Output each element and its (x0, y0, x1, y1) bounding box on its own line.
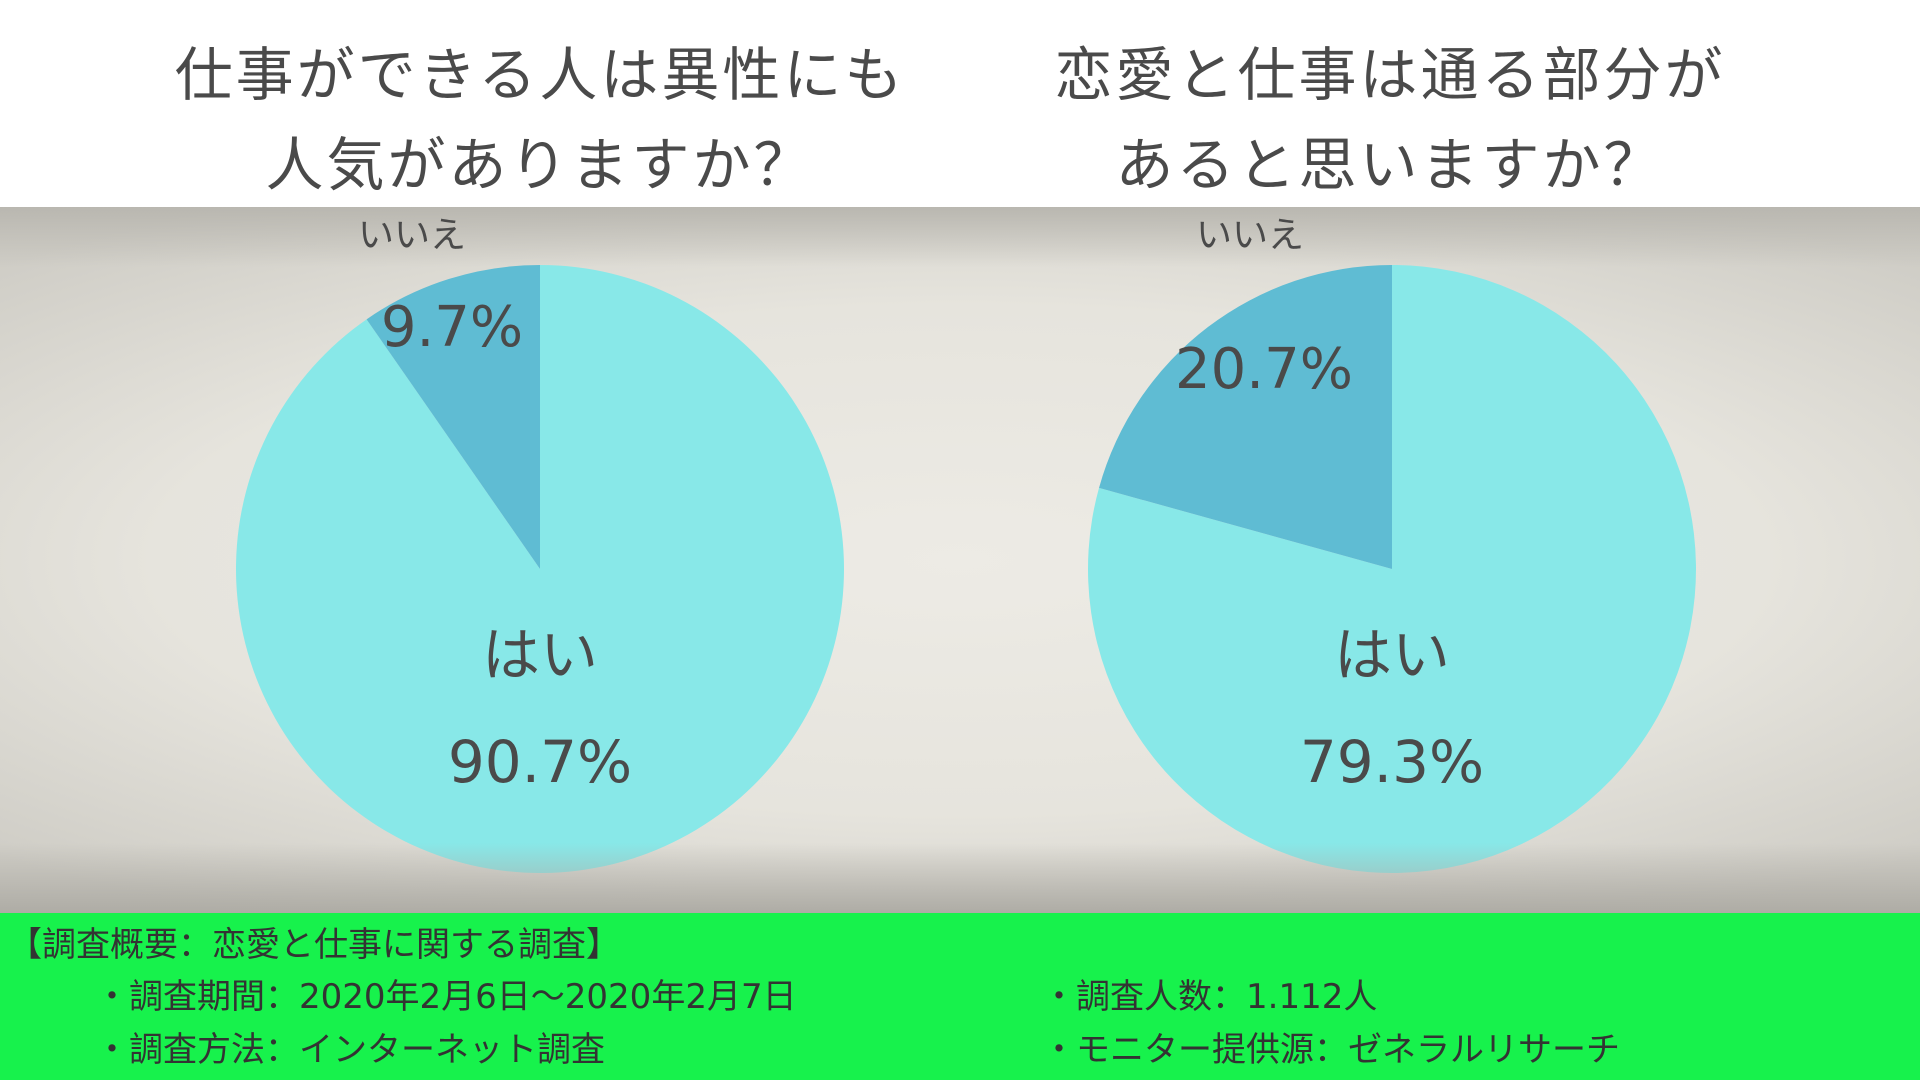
chart-2-title: 恋愛と仕事は通る部分が あると思いますか？ (940, 30, 1840, 210)
pie-2-no-value: 20.7% (1175, 337, 1353, 402)
survey-summary: 【調査概要：恋愛と仕事に関する調査】 ・調査期間：2020年2月6日～2020年… (0, 913, 1920, 1080)
pie-chart-2: いいえ 20.7% はい 79.3% (1088, 215, 1696, 873)
chart-2-title-line-2: あると思いますか？ (1115, 131, 1665, 199)
survey-heading: 【調査概要：恋愛と仕事に関する調査】 (8, 925, 620, 965)
pie-2-no-label: いいえ (1196, 215, 1304, 256)
chart-1-title-line-2: 人気がありますか？ (265, 131, 815, 199)
pie-2-yes-value: 79.3% (1300, 728, 1484, 796)
chart-1-title: 仕事ができる人は異性にも 人気がありますか？ (90, 30, 990, 210)
pie-1-slice-yes (235, 265, 844, 873)
pie-charts: いいえ 9.7% はい 90.7% いいえ 20.7% はい 79.3% (235, 215, 1696, 873)
pie-1-no-label: いいえ (358, 215, 466, 256)
pie-1-yes-value: 90.7% (448, 728, 632, 796)
chart-2-title-line-1: 恋愛と仕事は通る部分が (1054, 41, 1726, 109)
pie-chart-1: いいえ 9.7% はい 90.7% (235, 215, 844, 873)
pie-1-yes-label: はい (482, 621, 598, 689)
pie-1-no-value: 9.7% (381, 295, 523, 360)
survey-provider: ・モニター提供源：ゼネラルリサーチ (1042, 1030, 1620, 1070)
chart-1-title-line-1: 仕事ができる人は異性にも (174, 41, 906, 109)
chart-stage: いいえ 9.7% はい 90.7% いいえ 20.7% はい 79.3% (0, 207, 1920, 913)
pie-2-slice-no (1099, 265, 1392, 569)
survey-method: ・調査方法：インターネット調査 (95, 1030, 605, 1070)
header: 仕事ができる人は異性にも 人気がありますか？ 恋愛と仕事は通る部分が あると思い… (0, 0, 1920, 207)
survey-period: ・調査期間：2020年2月6日～2020年2月7日 (95, 977, 797, 1017)
survey-count: ・調査人数：1.112人 (1042, 977, 1378, 1017)
pie-2-yes-label: はい (1334, 621, 1450, 689)
pie-1-slice-no (366, 265, 540, 569)
